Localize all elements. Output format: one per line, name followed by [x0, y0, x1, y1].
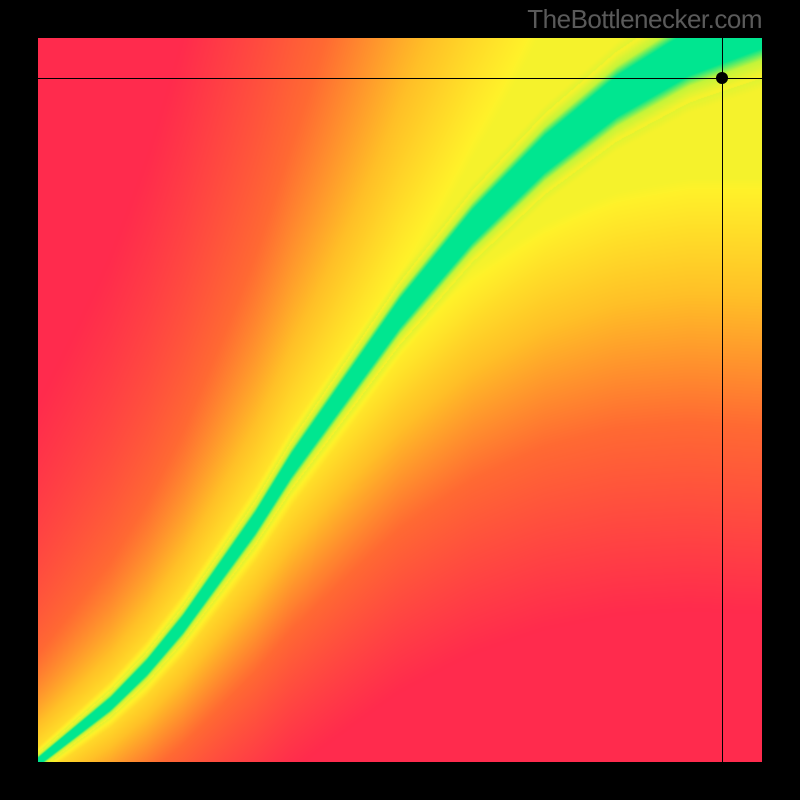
crosshair-horizontal: [38, 78, 762, 79]
crosshair-vertical: [722, 38, 723, 762]
watermark-text: TheBottlenecker.com: [527, 4, 762, 35]
selected-point-marker: [716, 72, 728, 84]
heatmap-plot: [38, 38, 762, 762]
heatmap-canvas: [38, 38, 762, 762]
